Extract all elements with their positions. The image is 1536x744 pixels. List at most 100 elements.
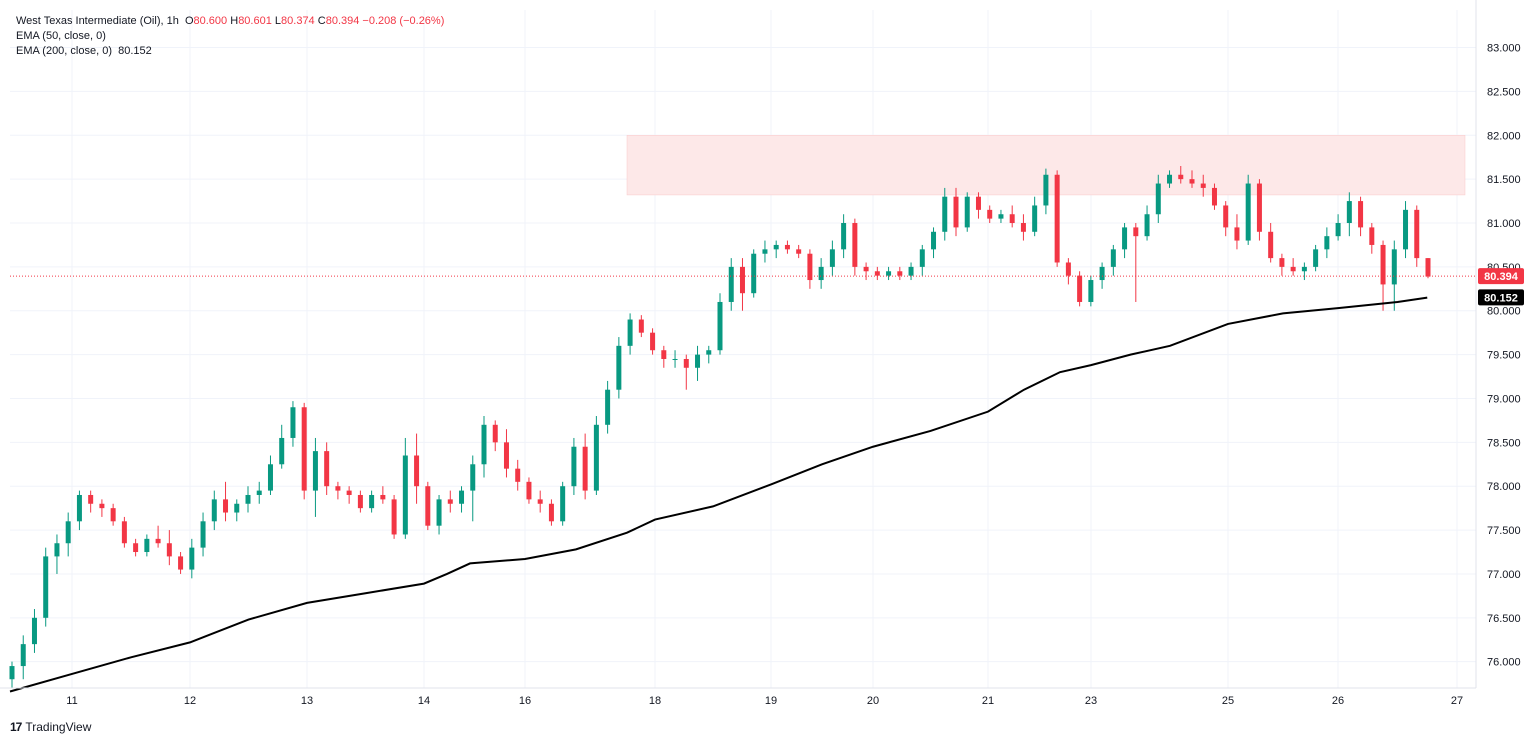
candle	[402, 437, 408, 539]
x-tick-label: 26	[1332, 695, 1344, 707]
candle-body	[886, 271, 892, 276]
legend-ema50-row[interactable]: EMA (50, close, 0)	[16, 29, 444, 44]
candle	[762, 240, 768, 263]
candle	[335, 481, 341, 500]
candle	[661, 345, 667, 368]
candle-body	[1020, 223, 1026, 232]
y-tick-label: 78.000	[1487, 481, 1521, 493]
y-tick-label: 76.000	[1487, 657, 1521, 669]
candle	[200, 512, 206, 557]
candle-body	[841, 223, 847, 250]
candle-body	[818, 266, 824, 281]
candle-body	[661, 350, 667, 359]
candle-body	[312, 451, 318, 491]
candle	[919, 244, 925, 276]
candle	[1133, 223, 1139, 302]
candle-body	[908, 266, 914, 276]
candle	[1077, 271, 1083, 307]
candle-body	[1245, 183, 1251, 241]
candle-body	[874, 271, 880, 276]
candle-body	[211, 499, 217, 522]
legend-ema200-row[interactable]: EMA (200, close, 0) 80.152	[16, 44, 444, 59]
brand-name: TradingView	[25, 720, 92, 734]
candle-body	[301, 407, 307, 491]
candle-body	[1122, 227, 1128, 250]
ema200-value: 80.152	[118, 45, 152, 57]
candle-body	[200, 521, 206, 548]
candle-body	[695, 354, 701, 368]
candle	[886, 266, 892, 281]
candle	[548, 499, 554, 526]
candle-body	[784, 244, 790, 250]
candle-body	[234, 503, 240, 513]
time-axis[interactable]: 11 12 13 14 16 18 19 20 21 23 25 26 27	[0, 687, 1476, 707]
candle	[121, 516, 127, 548]
y-tick-label: 79.000	[1487, 393, 1521, 405]
candle	[751, 249, 757, 298]
legend-symbol-row[interactable]: West Texas Intermediate (Oil), 1h O80.60…	[16, 14, 444, 29]
x-tick-label: 14	[418, 695, 430, 707]
candle-body	[1009, 214, 1015, 224]
candle	[1178, 165, 1184, 184]
candle	[1335, 214, 1341, 241]
candle	[76, 490, 82, 531]
candle	[155, 525, 161, 548]
candle-body	[593, 424, 599, 491]
candle-body	[110, 508, 116, 522]
candle	[526, 477, 532, 504]
candle	[1054, 170, 1060, 267]
ema200-label: EMA (200, close, 0)	[16, 45, 112, 57]
candle	[54, 534, 60, 574]
candle	[1234, 214, 1240, 250]
ema200-tag-label: 80.152	[1484, 292, 1518, 304]
candle-body	[751, 253, 757, 294]
candle	[942, 187, 948, 241]
high-label: H	[230, 15, 239, 27]
candle	[515, 459, 521, 491]
x-tick-label: 25	[1222, 695, 1234, 707]
y-tick-label: 81.500	[1487, 174, 1521, 186]
candle	[784, 240, 790, 254]
candle-body	[638, 319, 644, 333]
candle	[638, 315, 644, 338]
candle-body	[773, 244, 779, 250]
candle-body	[369, 494, 375, 509]
candle-body	[470, 464, 476, 491]
x-tick-label: 19	[765, 695, 777, 707]
candle-body	[1256, 183, 1262, 232]
candle	[672, 350, 678, 368]
price-axis[interactable]: 76.000 76.500 77.000 77.500 78.000 78.500 79.0…	[1475, 0, 1521, 688]
candle	[324, 442, 330, 495]
candle-body	[1144, 214, 1150, 237]
candle	[1425, 258, 1431, 279]
candle	[380, 486, 386, 504]
candle-body	[223, 499, 229, 513]
candle-body	[155, 538, 161, 544]
last-price-tag-label: 80.394	[1484, 271, 1519, 283]
candle-body	[1403, 209, 1409, 250]
last-price-tag-bg	[1478, 268, 1524, 285]
candle	[481, 416, 487, 478]
candle-body	[54, 543, 60, 557]
candle	[1110, 244, 1116, 276]
candle	[178, 552, 184, 574]
candle-body	[1268, 231, 1274, 259]
candle	[211, 490, 217, 531]
y-tick-label: 77.500	[1487, 525, 1521, 537]
candle	[964, 192, 970, 232]
candle-body	[121, 521, 127, 544]
candle	[1020, 214, 1026, 241]
candle-body	[9, 666, 15, 680]
candle-body	[560, 486, 566, 522]
candle	[1009, 205, 1015, 228]
candle	[605, 380, 611, 434]
tradingview-brand[interactable]: 17 TradingView	[10, 720, 91, 734]
candle-body	[1301, 266, 1307, 272]
candle-body	[1099, 266, 1105, 281]
candle-body	[706, 350, 712, 355]
candle-body	[953, 196, 959, 228]
candle-body	[852, 223, 858, 267]
candle-body	[1369, 227, 1375, 245]
x-tick-label: 23	[1085, 695, 1097, 707]
